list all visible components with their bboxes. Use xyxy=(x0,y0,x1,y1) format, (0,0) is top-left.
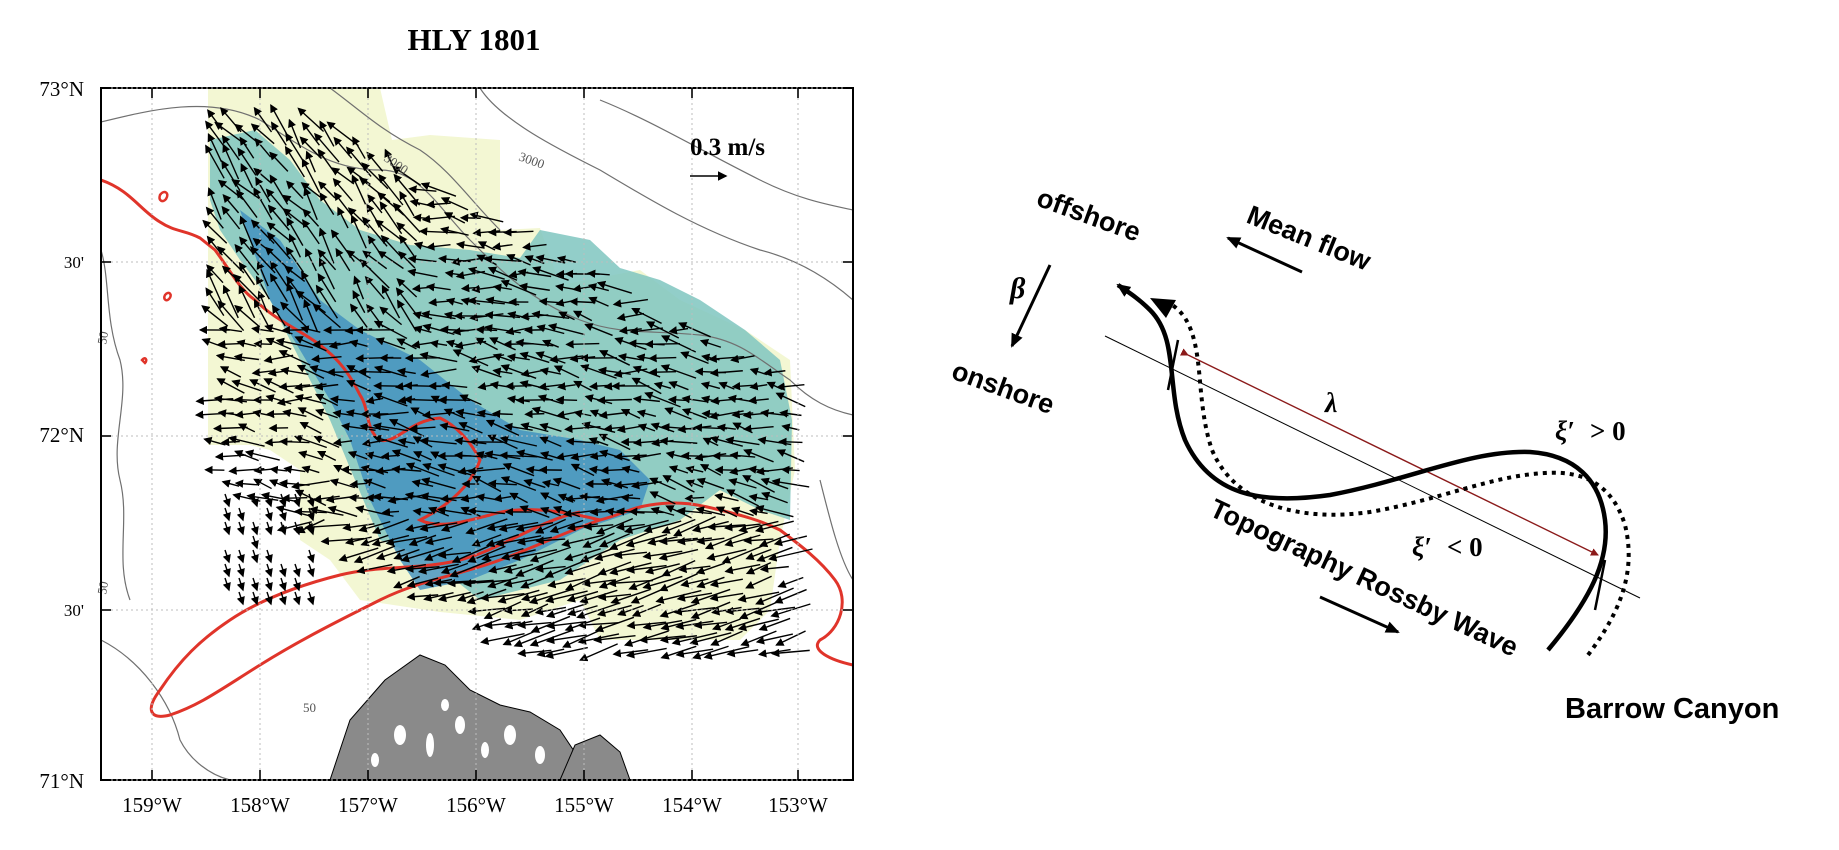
xi-negative-label: ξ′ < 0 xyxy=(1412,532,1483,562)
lat-label: 71°N xyxy=(39,769,84,793)
map-title: HLY 1801 xyxy=(408,22,541,57)
alaska-land-east xyxy=(559,734,631,780)
beta-arrow xyxy=(1010,264,1052,348)
wavelength-arrow xyxy=(1179,348,1599,556)
xi-positive-symbol: ξ′ xyxy=(1555,416,1575,446)
contour-label: 3000 xyxy=(517,149,547,172)
xi-negative-symbol: ξ′ xyxy=(1412,532,1432,562)
lon-label: 158°W xyxy=(230,793,290,817)
xi-positive-relation: > 0 xyxy=(1590,416,1626,446)
onshore-label: onshore xyxy=(948,355,1058,420)
lakes xyxy=(371,699,545,767)
phase-tick-left xyxy=(1166,339,1180,391)
red-blob-3 xyxy=(140,357,148,365)
current-map: HLY 1801 xyxy=(39,22,854,817)
lon-label: 155°W xyxy=(554,793,614,817)
beta-label: β xyxy=(1009,272,1026,305)
lat-label: 73°N xyxy=(39,77,84,101)
lon-label: 156°W xyxy=(446,793,506,817)
reference-line xyxy=(1104,335,1641,599)
offshore-label: offshore xyxy=(1033,182,1145,247)
contour-label: 50 xyxy=(303,700,316,715)
lon-label: 153°W xyxy=(768,793,828,817)
lon-label-group: 159°W 158°W 157°W 156°W 155°W 154°W 153°… xyxy=(122,793,828,817)
wave-label: Topography Rossby Wave xyxy=(1205,493,1522,662)
lon-label: 157°W xyxy=(338,793,398,817)
dotted-arrowhead xyxy=(1150,298,1176,318)
lon-label: 154°W xyxy=(662,793,722,817)
lat-label: 30' xyxy=(64,601,84,620)
phase-tick-right xyxy=(1593,559,1607,611)
alaska-land xyxy=(329,654,601,780)
wave-curve-dotted xyxy=(1161,298,1631,657)
wave-propagation-arrow xyxy=(1319,595,1400,634)
mean-flow-label: Mean flow xyxy=(1243,200,1376,277)
map-ticks xyxy=(101,87,853,781)
mean-flow-arrow xyxy=(1226,236,1303,274)
contour-label: 50 xyxy=(94,580,111,595)
lon-label: 159°W xyxy=(122,793,182,817)
map-area xyxy=(101,88,853,780)
lambda-label: λ xyxy=(1324,388,1337,419)
xi-positive-label: ξ′ > 0 xyxy=(1555,416,1626,446)
canyon-label: Barrow Canyon xyxy=(1565,693,1779,725)
red-blob-1 xyxy=(158,190,169,203)
map-grid xyxy=(101,87,853,781)
red-contour xyxy=(101,178,853,667)
lat-label: 72°N xyxy=(39,423,84,447)
lat-label: 30' xyxy=(64,253,84,272)
wave-curve-solid xyxy=(1116,283,1608,652)
bathymetry-contours xyxy=(101,88,853,780)
velocity-vectors xyxy=(194,103,813,662)
scale-label: 0.3 m/s xyxy=(690,134,765,161)
lat-label-group: 73°N 30' 72°N 30' 71°N xyxy=(39,77,84,793)
red-blob-2 xyxy=(163,291,172,302)
rossby-wave-schematic: offshore Mean flow β onshore λ ξ′ > 0 ξ′… xyxy=(948,182,1779,725)
contour-label: 50 xyxy=(94,330,111,345)
xi-negative-relation: < 0 xyxy=(1447,532,1483,562)
